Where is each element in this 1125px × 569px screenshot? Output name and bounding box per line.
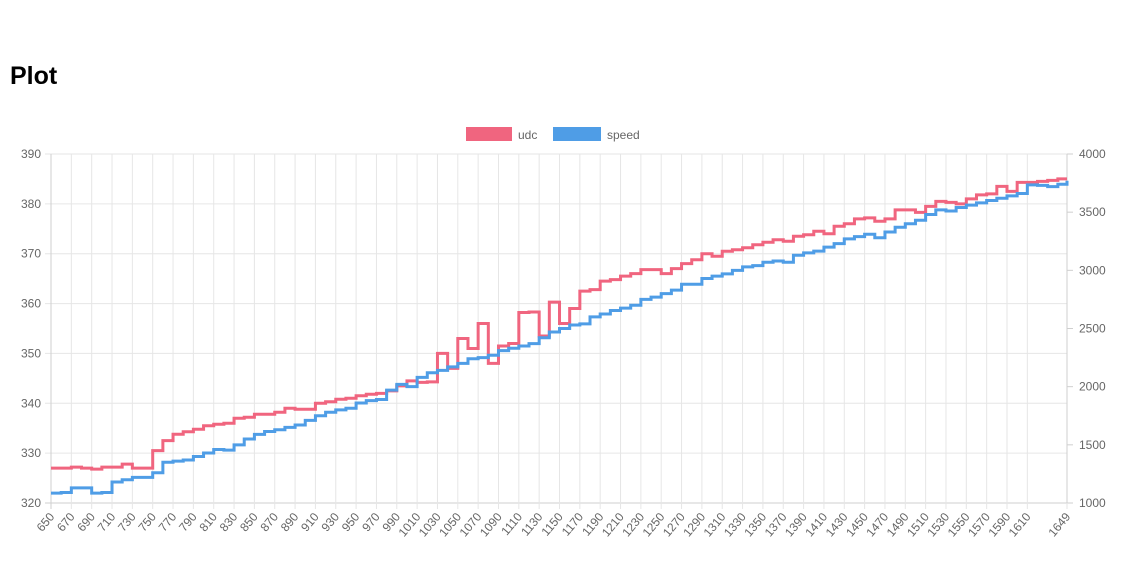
x-tick-label: 1350 xyxy=(741,510,769,540)
x-tick-label: 830 xyxy=(217,510,241,535)
x-tick-label: 1230 xyxy=(619,510,647,540)
y-right-tick-label: 1000 xyxy=(1079,496,1106,510)
x-tick-label: 670 xyxy=(54,510,78,535)
y-left-tick-label: 390 xyxy=(21,147,41,161)
y-right-tick-label: 3000 xyxy=(1079,263,1106,277)
y-right-tick-label: 2000 xyxy=(1079,380,1106,394)
x-tick-label: 1030 xyxy=(416,510,444,540)
x-tick-label: 1330 xyxy=(721,510,749,540)
y-left-tick-label: 360 xyxy=(21,297,41,311)
legend: udc speed xyxy=(466,127,640,142)
series-line-udc xyxy=(51,177,1067,471)
y-right-tick-label: 2500 xyxy=(1079,322,1106,336)
y-right-tick-label: 3500 xyxy=(1079,205,1106,219)
y-left-tick-label: 350 xyxy=(21,346,41,360)
x-tick-label: 1010 xyxy=(396,510,424,540)
x-tick-label: 1070 xyxy=(457,510,485,540)
y-left-tick-label: 380 xyxy=(21,197,41,211)
x-tick-label: 1450 xyxy=(843,510,871,540)
x-tick-label: 1090 xyxy=(477,510,505,540)
x-tick-label: 1370 xyxy=(762,510,790,540)
x-tick-label: 1250 xyxy=(640,510,668,540)
x-tick-label: 1410 xyxy=(802,510,830,540)
x-tick-label: 1110 xyxy=(498,510,525,538)
y-left-tick-label: 330 xyxy=(21,446,41,460)
x-tick-label: 1310 xyxy=(701,510,729,540)
x-tick-label: 1390 xyxy=(782,510,810,540)
y-right-tick-label: 1500 xyxy=(1079,438,1106,452)
x-tick-label: 1130 xyxy=(518,510,546,539)
x-tick-label: 770 xyxy=(156,510,180,535)
x-tick-label: 970 xyxy=(359,510,383,535)
axes: 320 330 340 350 360 370 380 390 1000 1500 2000 2500… xyxy=(21,147,1106,539)
series-line-speed xyxy=(51,180,1069,495)
x-tick-label: 1270 xyxy=(660,510,688,540)
x-tick-label: 1550 xyxy=(945,510,973,540)
x-tick-label: 1570 xyxy=(965,510,993,540)
x-tick-label: 1290 xyxy=(680,510,708,540)
x-tick-label: 850 xyxy=(237,510,261,535)
x-tick-label: 790 xyxy=(176,510,200,535)
x-tick-label: 1649 xyxy=(1045,510,1073,540)
legend-label-udc[interactable]: udc xyxy=(518,128,537,142)
legend-swatch-udc[interactable] xyxy=(466,127,512,141)
x-tick-label: 1430 xyxy=(823,510,851,540)
legend-swatch-speed[interactable] xyxy=(553,127,601,141)
x-tick-label: 870 xyxy=(257,510,281,535)
x-tick-label: 710 xyxy=(95,510,119,535)
y-left-tick-label: 320 xyxy=(21,496,41,510)
x-tick-label: 1530 xyxy=(924,510,952,540)
x-tick-label: 690 xyxy=(74,510,98,535)
x-tick-label: 650 xyxy=(34,510,58,535)
x-tick-label: 1170 xyxy=(559,510,587,539)
x-tick-label: 1610 xyxy=(1006,510,1034,540)
x-tick-label: 1490 xyxy=(884,510,912,540)
page-title: Plot xyxy=(10,62,58,90)
y-right-tick-label: 4000 xyxy=(1079,147,1106,161)
x-tick-label: 810 xyxy=(196,510,220,535)
x-tick-label: 930 xyxy=(318,510,342,535)
y-left-tick-label: 340 xyxy=(21,396,41,410)
x-tick-label: 730 xyxy=(115,510,139,535)
x-tick-label: 1470 xyxy=(863,510,891,540)
x-tick-label: 750 xyxy=(135,510,159,535)
legend-label-speed[interactable]: speed xyxy=(607,128,640,142)
y-left-tick-label: 370 xyxy=(21,247,41,261)
x-tick-label: 1210 xyxy=(599,510,627,540)
series-lines xyxy=(51,177,1069,495)
x-tick-label: 1510 xyxy=(904,510,932,540)
x-tick-label: 1590 xyxy=(985,510,1013,540)
x-tick-label: 950 xyxy=(339,510,363,535)
grid xyxy=(45,153,1073,509)
x-tick-label: 1050 xyxy=(436,510,464,540)
x-tick-label: 1150 xyxy=(538,510,566,539)
x-tick-label: 910 xyxy=(298,510,322,535)
x-tick-label: 890 xyxy=(278,510,302,535)
